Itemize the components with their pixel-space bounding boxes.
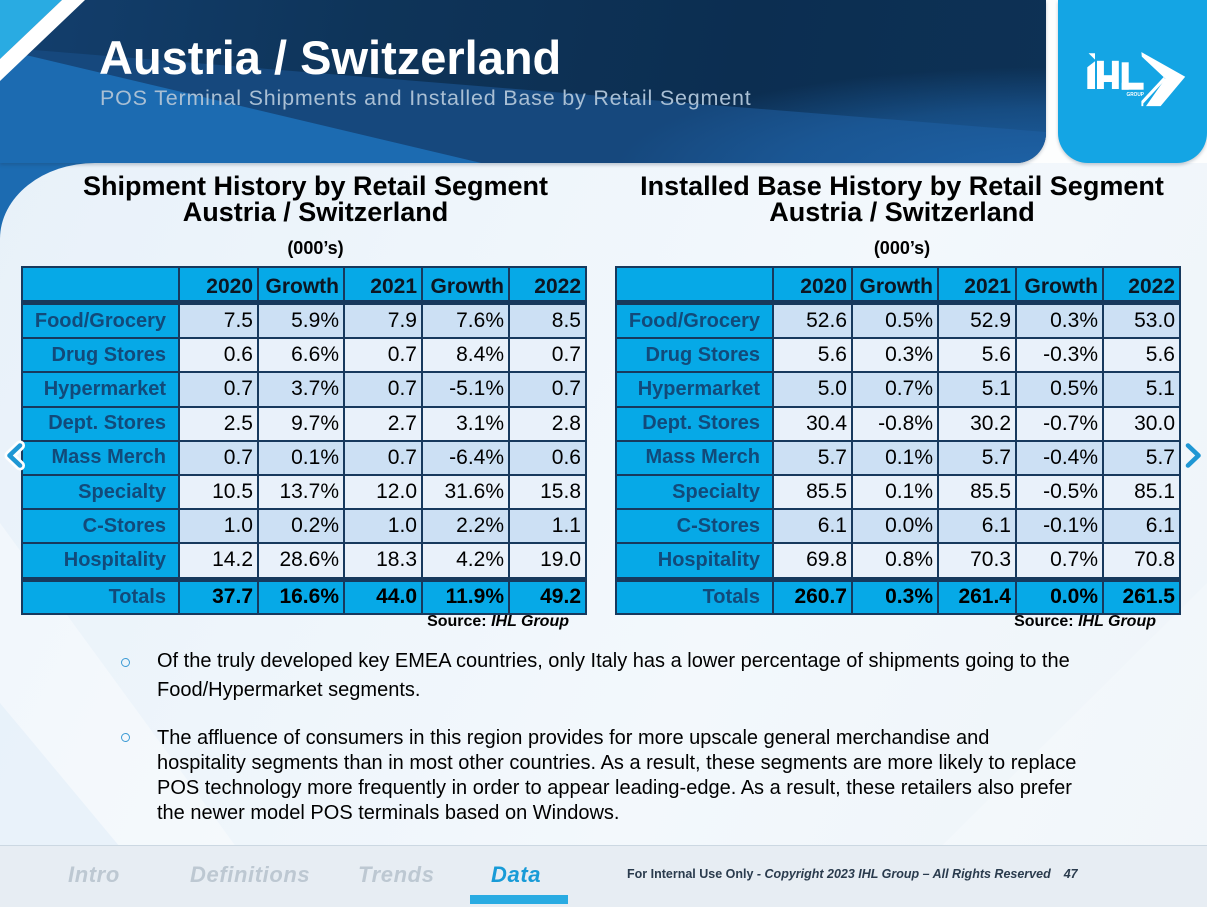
svg-text:GROUP: GROUP xyxy=(1127,92,1145,98)
